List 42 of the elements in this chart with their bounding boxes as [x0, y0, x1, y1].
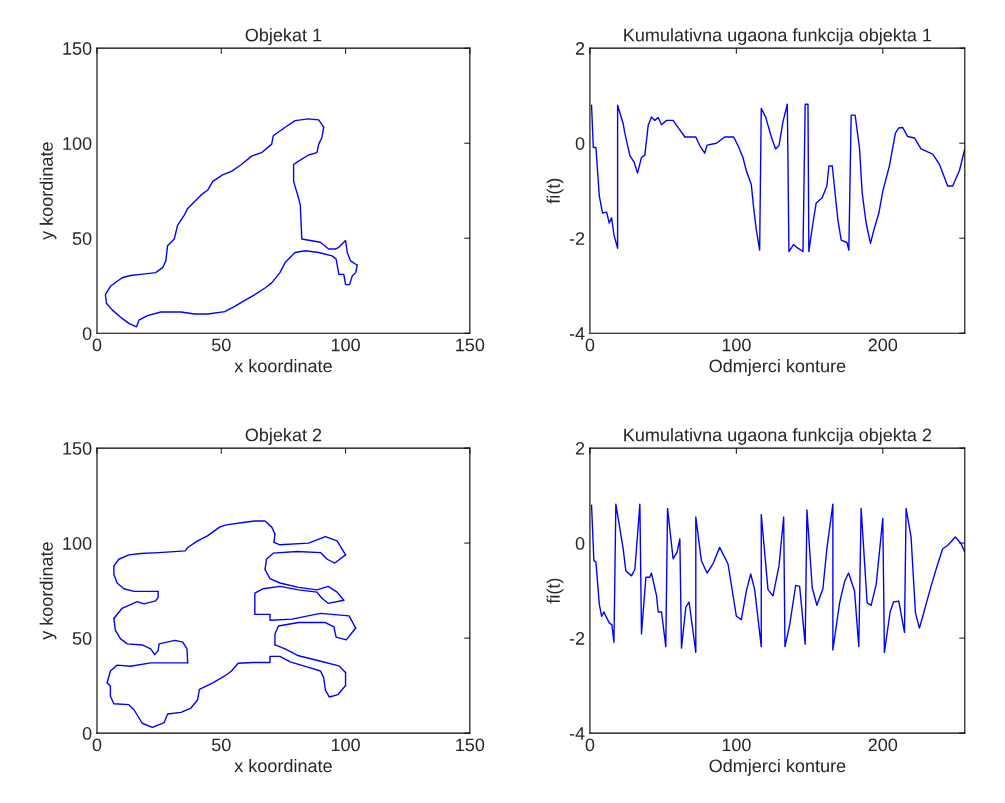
y-tick-label: 0: [575, 137, 585, 150]
y-axis-title: y koordinate: [39, 142, 57, 240]
chart-title: Objekat 1: [245, 28, 322, 45]
y-tick-label: 0: [82, 727, 92, 740]
y-tick-label: -2: [569, 632, 585, 645]
x-tick-label: 0: [585, 338, 595, 352]
x-tick-label: 150: [456, 338, 485, 352]
chart-title: Kumulativna ugaona funkcija objekta 1: [624, 28, 932, 45]
y-tick-label: 2: [575, 442, 585, 455]
y-axis-title: y koordinate: [39, 542, 57, 640]
y-tick-label: 50: [72, 632, 92, 645]
chart-title: Objekat 2: [245, 428, 322, 445]
x-tick-label: 200: [868, 338, 898, 352]
y-tick-label: 2: [575, 42, 585, 55]
x-tick-label: 100: [331, 738, 360, 752]
y-axis-title: fi(t): [546, 178, 564, 204]
y-tick-label: 100: [63, 137, 92, 150]
y-tick-label: 100: [63, 537, 92, 550]
x-axis-title: Odmjerci konture: [709, 359, 846, 376]
y-tick-label: 150: [63, 442, 92, 455]
x-axis-title: x koordinate: [234, 759, 332, 773]
x-tick-label: 50: [211, 338, 231, 352]
y-tick-label: 150: [63, 42, 92, 55]
y-axis-title: fi(t): [546, 578, 564, 604]
y-tick-label: 50: [72, 232, 92, 245]
x-tick-label: 150: [456, 738, 485, 752]
x-tick-label: 0: [585, 738, 595, 752]
y-tick-label: -4: [569, 727, 585, 740]
x-tick-label: 200: [868, 738, 898, 752]
x-tick-label: 0: [92, 338, 102, 352]
x-tick-label: 100: [331, 338, 360, 352]
y-tick-label: -2: [569, 232, 585, 245]
x-tick-label: 50: [211, 738, 231, 752]
chart-title: Kumulativna ugaona funkcija objekta 2: [624, 428, 932, 445]
x-tick-label: 100: [722, 338, 751, 352]
y-tick-label: 0: [575, 537, 585, 550]
y-tick-label: 0: [82, 327, 92, 340]
x-axis-title: x koordinate: [234, 359, 332, 373]
y-tick-label: -4: [569, 327, 585, 340]
x-axis-title: Odmjerci konture: [709, 759, 846, 776]
x-tick-label: 100: [722, 738, 751, 752]
x-tick-label: 0: [92, 738, 102, 752]
